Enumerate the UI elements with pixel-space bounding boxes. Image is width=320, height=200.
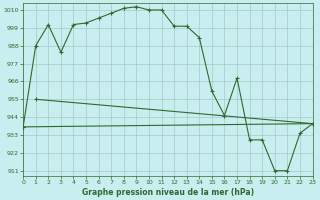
X-axis label: Graphe pression niveau de la mer (hPa): Graphe pression niveau de la mer (hPa) — [82, 188, 254, 197]
